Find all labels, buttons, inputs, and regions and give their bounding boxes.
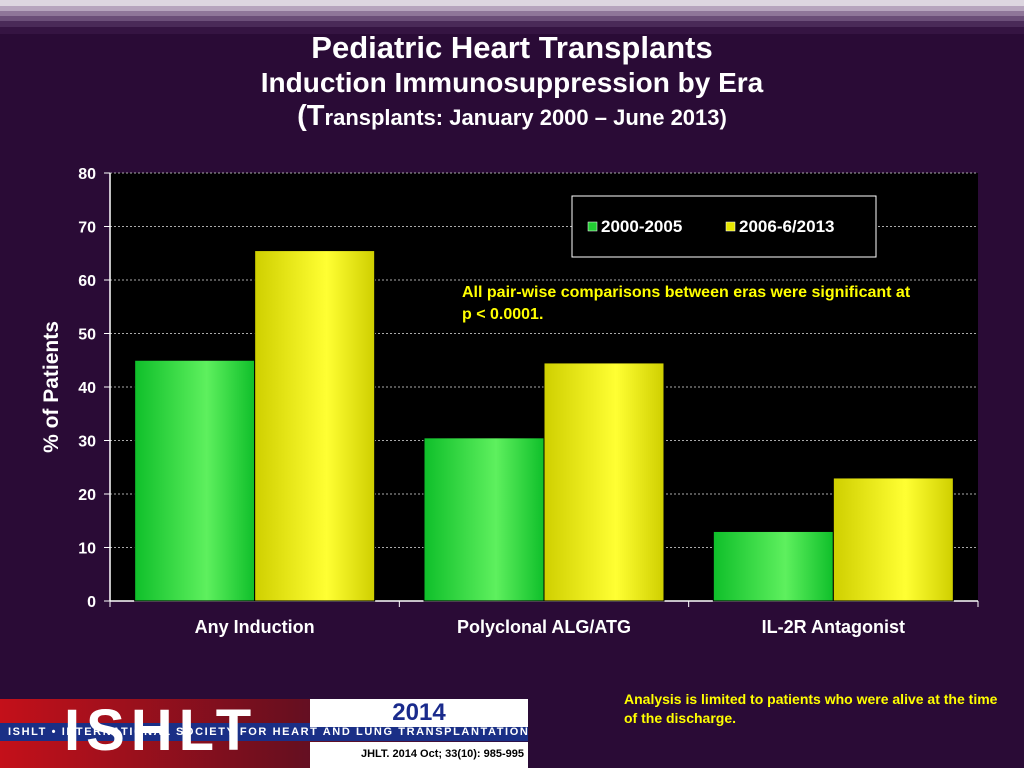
legend-label: 2006-6/2013 <box>739 217 834 236</box>
top-stripes <box>0 0 1024 34</box>
y-tick-label: 80 <box>78 166 96 183</box>
title-block: Pediatric Heart Transplants Induction Im… <box>0 30 1024 134</box>
y-tick-label: 20 <box>78 487 96 504</box>
y-tick-label: 30 <box>78 434 96 451</box>
legend-swatch <box>725 221 736 232</box>
bar-era1 <box>134 359 256 602</box>
bar-era1 <box>423 437 545 602</box>
legend-label: 2000-2005 <box>601 217 682 236</box>
x-tick-label: Any Induction <box>195 617 315 637</box>
x-tick-label: IL-2R Antagonist <box>762 617 905 637</box>
logo-society-name: ISHLT • INTERNATIONAL SOCIETY FOR HEART … <box>8 726 530 738</box>
y-axis-title: % of Patients <box>40 321 63 453</box>
bar-era2 <box>254 250 376 602</box>
logo-year: 2014 <box>310 699 528 727</box>
x-tick-label: Polyclonal ALG/ATG <box>457 617 631 637</box>
page-subtitle-dates: (Transplants: January 2000 – June 2013) <box>0 100 1024 134</box>
legend-swatch <box>587 221 598 232</box>
bar-era2 <box>543 362 665 602</box>
y-tick-label: 40 <box>78 380 96 397</box>
page-subtitle: Induction Immunosuppression by Era <box>260 67 764 98</box>
journal-reference: JHLT. 2014 Oct; 33(10): 985-995 <box>310 742 528 768</box>
bar-era1 <box>712 530 834 602</box>
analysis-note: Analysis is limited to patients who were… <box>624 691 998 726</box>
y-tick-label: 50 <box>78 327 96 344</box>
y-tick-label: 60 <box>78 273 96 290</box>
bar-chart: 0 10 20 30 40 50 60 70 80 Any Induction Polyclonal… <box>40 166 979 637</box>
bar-era2 <box>832 477 954 602</box>
y-tick-label: 70 <box>78 220 96 237</box>
page-subtitle-dates-rest: ransplants: January 2000 – June 2013) <box>324 105 727 130</box>
y-tick-label: 0 <box>87 594 96 611</box>
ishlt-logo-text: ISHLT <box>64 698 258 763</box>
significance-annotation: All pair-wise comparisons between eras w… <box>462 284 911 323</box>
page-subtitle-dates-open: (T <box>297 100 325 132</box>
page-title: Pediatric Heart Transplants <box>311 30 713 65</box>
y-tick-label: 10 <box>78 541 96 558</box>
legend-box <box>571 195 877 258</box>
